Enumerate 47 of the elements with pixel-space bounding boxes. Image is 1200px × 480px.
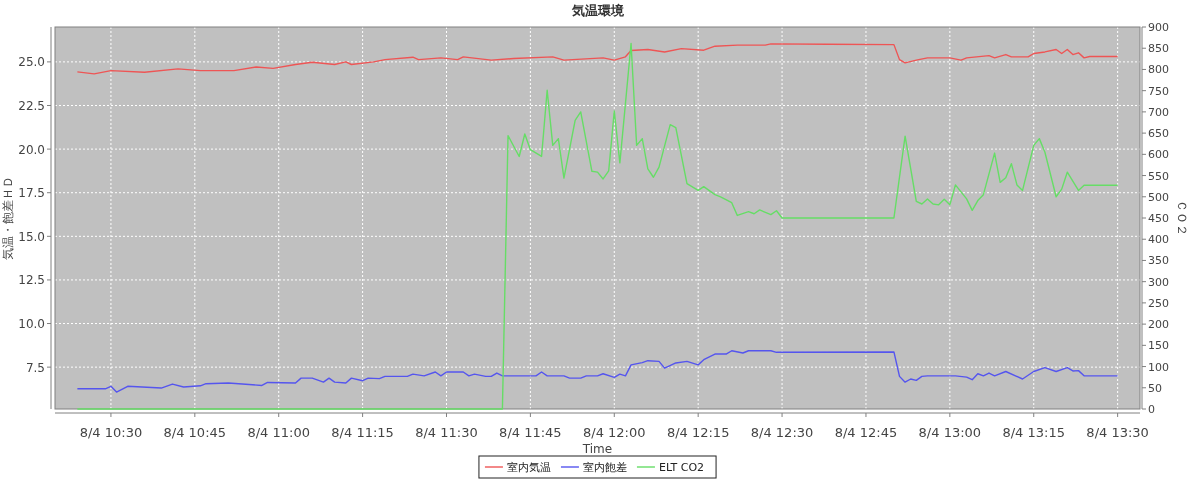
y2-tick: 500 bbox=[1148, 190, 1169, 204]
y2-tick: 0 bbox=[1148, 403, 1155, 416]
y-tick: 10.0 bbox=[18, 317, 45, 332]
y2-tick: 350 bbox=[1148, 254, 1169, 268]
y-tick: 7.5 bbox=[25, 360, 45, 375]
x-tick: 8/4 11:30 bbox=[415, 425, 478, 440]
y-tick: 12.5 bbox=[18, 273, 45, 288]
y2-tick: 650 bbox=[1148, 127, 1169, 141]
x-tick: 8/4 11:15 bbox=[331, 425, 394, 440]
y2-label: ＣＯ２ bbox=[1175, 200, 1189, 236]
x-tick: 8/4 12:45 bbox=[834, 425, 898, 440]
y-tick: 20.0 bbox=[18, 142, 45, 157]
y2-tick: 400 bbox=[1148, 233, 1169, 247]
x-label: Time bbox=[582, 442, 613, 456]
x-tick: 8/4 12:30 bbox=[750, 425, 814, 440]
x-tick: 8/4 13:30 bbox=[1086, 425, 1149, 440]
x-tick: 8/4 13:15 bbox=[1002, 425, 1065, 440]
legend-label: 室内飽差 bbox=[582, 461, 627, 474]
y2-tick: 100 bbox=[1148, 360, 1169, 374]
y-label: 気温・飽差ＨＤ bbox=[1, 176, 15, 260]
x-tick: 8/4 12:15 bbox=[666, 425, 730, 440]
legend-label: ELT CO2 bbox=[658, 461, 705, 474]
y2-tick: 750 bbox=[1148, 84, 1169, 98]
y2-tick: 150 bbox=[1148, 339, 1169, 353]
y-tick: 22.5 bbox=[18, 99, 45, 113]
title: 気温環境 bbox=[571, 3, 624, 18]
y2-tick: 800 bbox=[1148, 63, 1169, 77]
legend-label: 室内気温 bbox=[506, 461, 551, 474]
y2-tick: 850 bbox=[1148, 42, 1169, 56]
x-tick: 8/4 11:45 bbox=[499, 425, 562, 440]
y2-tick: 450 bbox=[1148, 212, 1169, 225]
y2-tick: 900 bbox=[1148, 21, 1169, 34]
x-tick: 8/4 13:00 bbox=[918, 425, 982, 440]
y2-tick: 700 bbox=[1148, 105, 1169, 119]
y-tick: 25.0 bbox=[18, 55, 45, 70]
y-tick: 15.0 bbox=[18, 229, 45, 244]
y2-tick: 600 bbox=[1148, 148, 1169, 162]
y2-tick: 550 bbox=[1148, 169, 1169, 183]
y2-tick: 250 bbox=[1148, 296, 1169, 310]
y2-tick: 200 bbox=[1148, 318, 1169, 332]
x-tick: 8/4 10:45 bbox=[163, 425, 227, 440]
x-tick: 8/4 10:30 bbox=[79, 425, 143, 440]
y2-tick: 300 bbox=[1148, 275, 1169, 289]
y-tick: 17.5 bbox=[18, 186, 45, 201]
y2-tick: 50 bbox=[1148, 381, 1162, 395]
x-tick: 8/4 12:00 bbox=[583, 425, 646, 440]
x-tick: 8/4 11:00 bbox=[247, 425, 310, 440]
